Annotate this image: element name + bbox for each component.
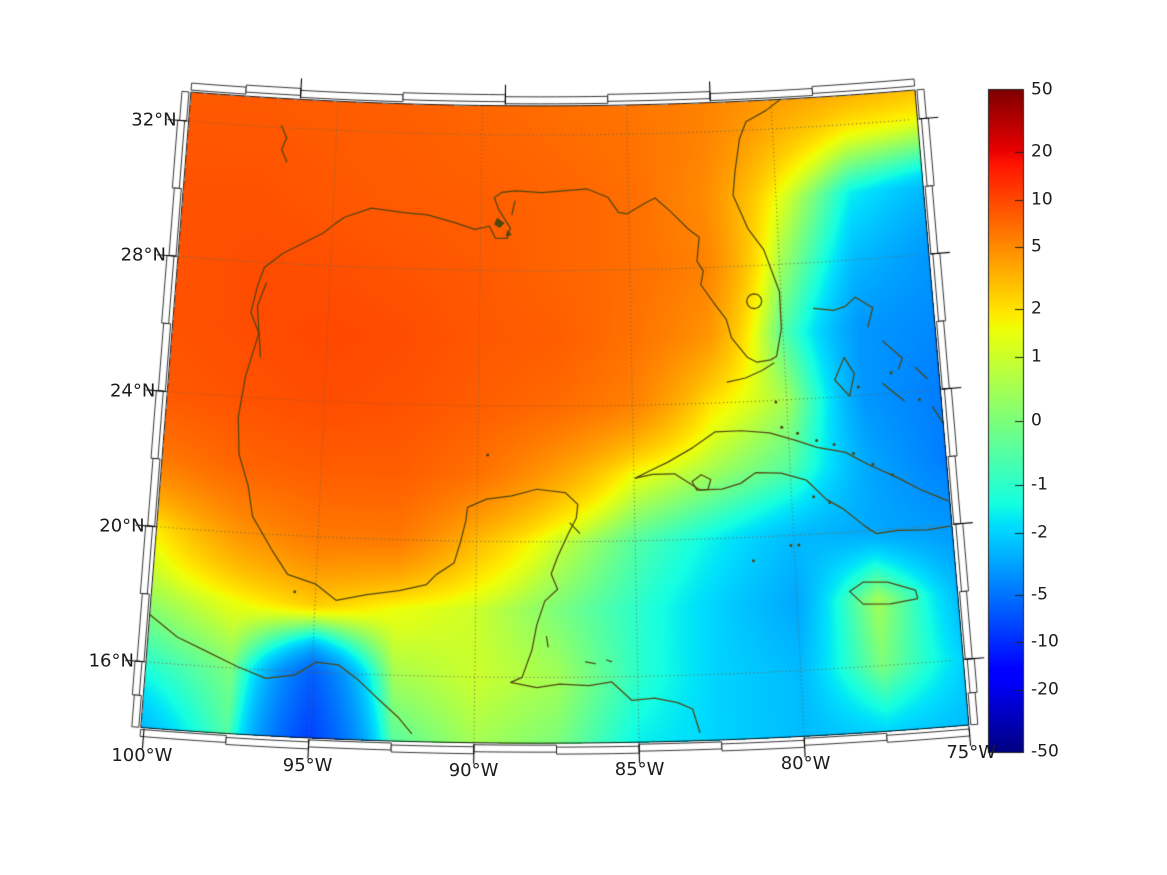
figure: 32°N 28°N 24°N 20°N 16°N 100°W 95°W 90°W 85°W 80°… (0, 0, 1167, 875)
map-plot-canvas (0, 0, 1167, 875)
